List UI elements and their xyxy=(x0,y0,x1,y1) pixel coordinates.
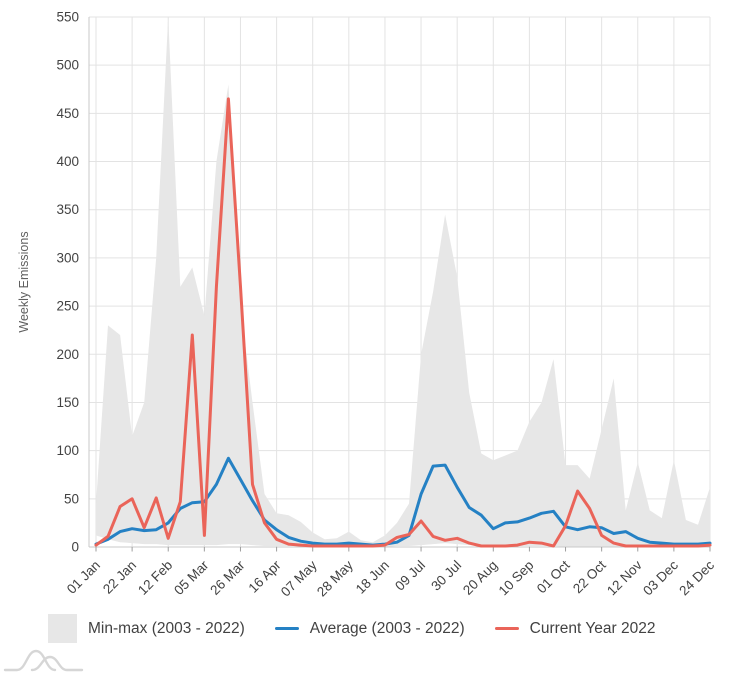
svg-text:03 Dec: 03 Dec xyxy=(640,557,681,598)
axes xyxy=(88,17,711,552)
logo-waves-icon xyxy=(3,649,84,672)
plot-area: 0 50 100 150 200 250 300 350 400 450 500 550 01 Jan 2… xyxy=(17,10,717,600)
y-axis-title: Weekly Emissions xyxy=(17,231,31,332)
legend-label-current: Current Year 2022 xyxy=(529,619,656,637)
chart-legend: Min-max (2003 - 2022) Average (2003 - 20… xyxy=(48,614,655,643)
svg-text:20 Aug: 20 Aug xyxy=(460,558,500,598)
svg-text:400: 400 xyxy=(56,154,79,169)
svg-text:10 Sep: 10 Sep xyxy=(496,558,537,599)
average-line-swatch-icon xyxy=(274,626,299,631)
y-axis-labels: 0 50 100 150 200 250 300 350 400 450 500 550 xyxy=(56,10,79,555)
legend-item-current[interactable]: Current Year 2022 xyxy=(494,619,656,638)
svg-text:01 Oct: 01 Oct xyxy=(534,557,573,596)
legend-label-minmax: Min-max (2003 - 2022) xyxy=(88,619,245,637)
svg-text:150: 150 xyxy=(56,395,79,410)
svg-text:100: 100 xyxy=(56,443,79,458)
svg-text:28 May: 28 May xyxy=(314,557,356,599)
svg-text:01 Jan: 01 Jan xyxy=(64,558,103,597)
svg-text:200: 200 xyxy=(56,347,79,362)
svg-text:50: 50 xyxy=(64,491,79,506)
svg-text:450: 450 xyxy=(56,106,79,121)
legend-item-minmax[interactable]: Min-max (2003 - 2022) xyxy=(48,614,245,643)
svg-text:22 Jan: 22 Jan xyxy=(100,558,139,597)
legend-label-average: Average (2003 - 2022) xyxy=(309,619,465,637)
svg-text:350: 350 xyxy=(56,202,79,217)
svg-text:250: 250 xyxy=(56,299,79,314)
svg-text:07 May: 07 May xyxy=(278,557,320,599)
svg-text:300: 300 xyxy=(56,250,79,265)
current-year-line-swatch-icon xyxy=(494,626,519,631)
minmax-area xyxy=(96,17,710,547)
svg-text:500: 500 xyxy=(56,58,79,73)
legend-item-average[interactable]: Average (2003 - 2022) xyxy=(274,619,465,638)
average-line xyxy=(94,456,712,547)
svg-text:09 Jul: 09 Jul xyxy=(392,558,428,594)
svg-text:12 Nov: 12 Nov xyxy=(604,557,645,598)
svg-text:12 Feb: 12 Feb xyxy=(135,558,175,598)
svg-text:18 Jun: 18 Jun xyxy=(353,558,392,597)
svg-text:0: 0 xyxy=(71,540,79,555)
current-year-line xyxy=(94,97,712,548)
svg-text:26 Mar: 26 Mar xyxy=(207,557,248,598)
svg-text:Weekly Emissions: Weekly Emissions xyxy=(17,231,31,332)
minmax-area-swatch-icon xyxy=(48,614,77,643)
svg-text:550: 550 xyxy=(56,10,79,25)
svg-text:05 Mar: 05 Mar xyxy=(171,557,212,598)
svg-text:24 Dec: 24 Dec xyxy=(676,557,717,598)
svg-text:22 Oct: 22 Oct xyxy=(570,557,609,596)
svg-text:30 Jul: 30 Jul xyxy=(428,558,464,594)
